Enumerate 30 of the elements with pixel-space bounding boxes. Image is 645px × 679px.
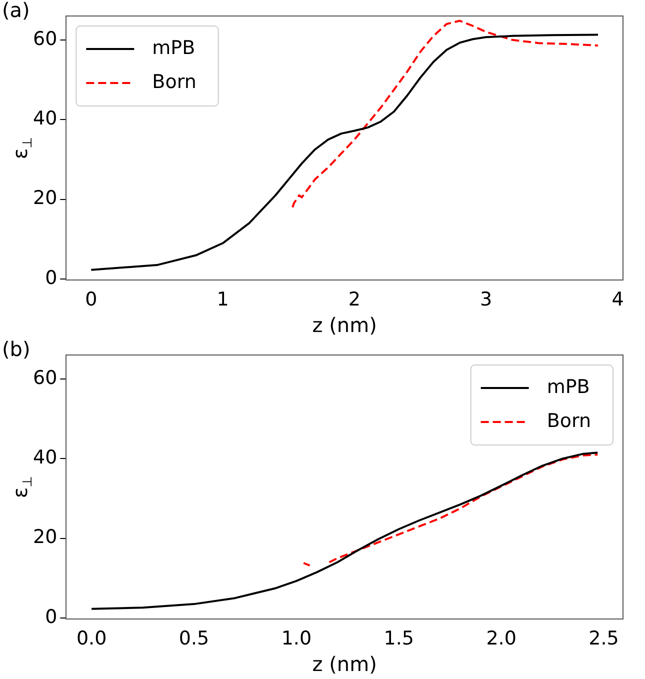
x-tick-label: 1.5 — [384, 628, 414, 650]
y-tick-label: 0 — [45, 606, 58, 628]
text: (b) — [2, 337, 30, 362]
y-axis-title: ε⊥ — [8, 137, 36, 160]
legend-label: mPB — [546, 376, 590, 398]
x-tick-label: 0.5 — [178, 628, 210, 650]
y-tick-label: 40 — [32, 446, 58, 469]
y-tick-label: 0 — [45, 266, 58, 289]
x-tick-label: 3 — [480, 288, 492, 311]
x-tick-label: 1.0 — [281, 628, 312, 650]
x-tick-label: 0 — [85, 288, 98, 311]
line-series — [292, 20, 599, 208]
x-tick-label: 2 — [348, 288, 361, 311]
x-tick-label: 1 — [216, 288, 229, 311]
x-tick-label: 0.0 — [76, 628, 107, 650]
x-tick-label: 2.0 — [486, 628, 516, 650]
y-axis-title: ε⊥ — [8, 476, 36, 498]
y-tick-label: 40 — [32, 108, 58, 130]
legend-label: mPB — [152, 36, 196, 59]
x-tick-label: 2.5 — [588, 628, 619, 650]
text: (a) — [2, 0, 30, 22]
y-tick-label: 20 — [32, 526, 58, 548]
x-tick-label: 4 — [612, 288, 624, 311]
y-tick-label: 20 — [32, 187, 58, 210]
x-axis-title: z (nm) — [312, 652, 377, 676]
x-axis-title: z (nm) — [312, 313, 377, 338]
legend-label: Born — [546, 410, 592, 432]
legend-label: Born — [152, 70, 196, 93]
y-tick-label: 60 — [32, 28, 58, 50]
y-tick-label: 60 — [32, 366, 58, 389]
